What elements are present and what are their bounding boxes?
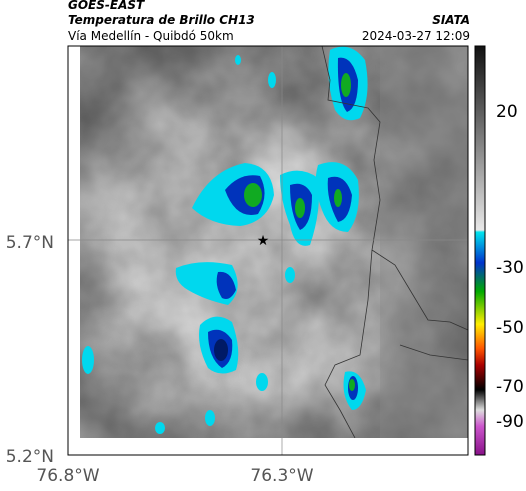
datetime: 2024-03-27 12:09 (362, 29, 470, 43)
colorbar-label: -70 (496, 377, 524, 397)
x-tick-label: 76.3°W (250, 466, 313, 486)
map-frame (67, 45, 469, 456)
y-tick-label: 5.2°N (6, 447, 54, 467)
imagery (80, 46, 468, 438)
clouds (82, 46, 368, 434)
source: GOES-EAST (68, 0, 145, 12)
border (324, 249, 373, 438)
colorbar (474, 45, 486, 456)
colorbar-label: -50 (496, 318, 524, 338)
y-tick-label: 5.7°N (6, 233, 54, 253)
colorbar-label: -90 (496, 412, 524, 432)
border (399, 344, 468, 361)
city-marker: ★ (257, 233, 270, 249)
colorbar-label: 20 (496, 102, 518, 122)
title: Temperatura de Brillo CH13 (68, 13, 255, 27)
org: SIATA (432, 13, 470, 27)
colorbar-label: -30 (496, 258, 524, 278)
x-tick-label: 76.8°W (36, 466, 99, 486)
border (321, 46, 468, 331)
subtitle: Vía Medellín - Quibdó 50km (68, 29, 234, 43)
